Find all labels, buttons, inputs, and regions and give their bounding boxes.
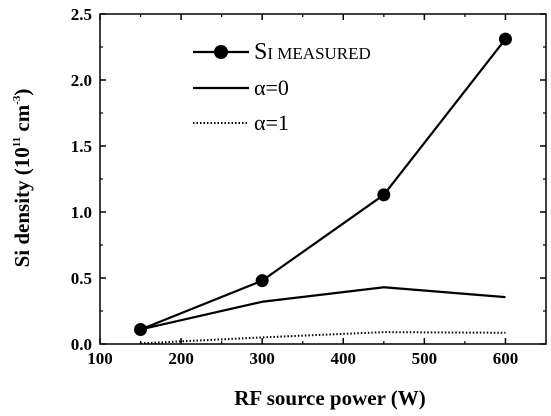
x-tick-label: 600 (493, 349, 519, 368)
y-tick-label: 2.5 (71, 5, 92, 24)
y-tick-label: 1.0 (71, 203, 92, 222)
data-point (255, 274, 269, 288)
series-layer (134, 32, 512, 345)
y-tick-label: 2.0 (71, 71, 92, 90)
data-point (377, 188, 391, 202)
series-line-0 (140, 38, 507, 331)
legend-label: α=0 (254, 75, 289, 100)
x-tick-label: 200 (168, 349, 194, 368)
series-line-2 (140, 331, 506, 345)
y-tick-label: 1.5 (71, 137, 92, 156)
x-tick-label: 500 (412, 349, 438, 368)
legend: SI MEASURED α=0 α=1 (193, 39, 371, 135)
x-axis: 100 200 300 400 500 600 (87, 14, 518, 368)
data-point (498, 32, 512, 46)
legend-marker (214, 45, 228, 59)
y-tick-label: 0.0 (71, 335, 92, 354)
x-tick-label: 100 (87, 349, 113, 368)
legend-label: SI MEASURED (254, 39, 371, 65)
legend-label: α=1 (254, 110, 289, 135)
y-axis-title: Si density (1011 cm-3) (10, 89, 34, 268)
x-tick-label: 300 (249, 349, 275, 368)
x-axis-title: RF source power (W) (234, 386, 426, 410)
x-tick-label: 400 (331, 349, 357, 368)
y-tick-label: 0.5 (71, 269, 92, 288)
y-axis: 0.0 0.5 1.0 1.5 2.0 2.5 (71, 5, 546, 354)
series-line-1 (140, 286, 506, 331)
